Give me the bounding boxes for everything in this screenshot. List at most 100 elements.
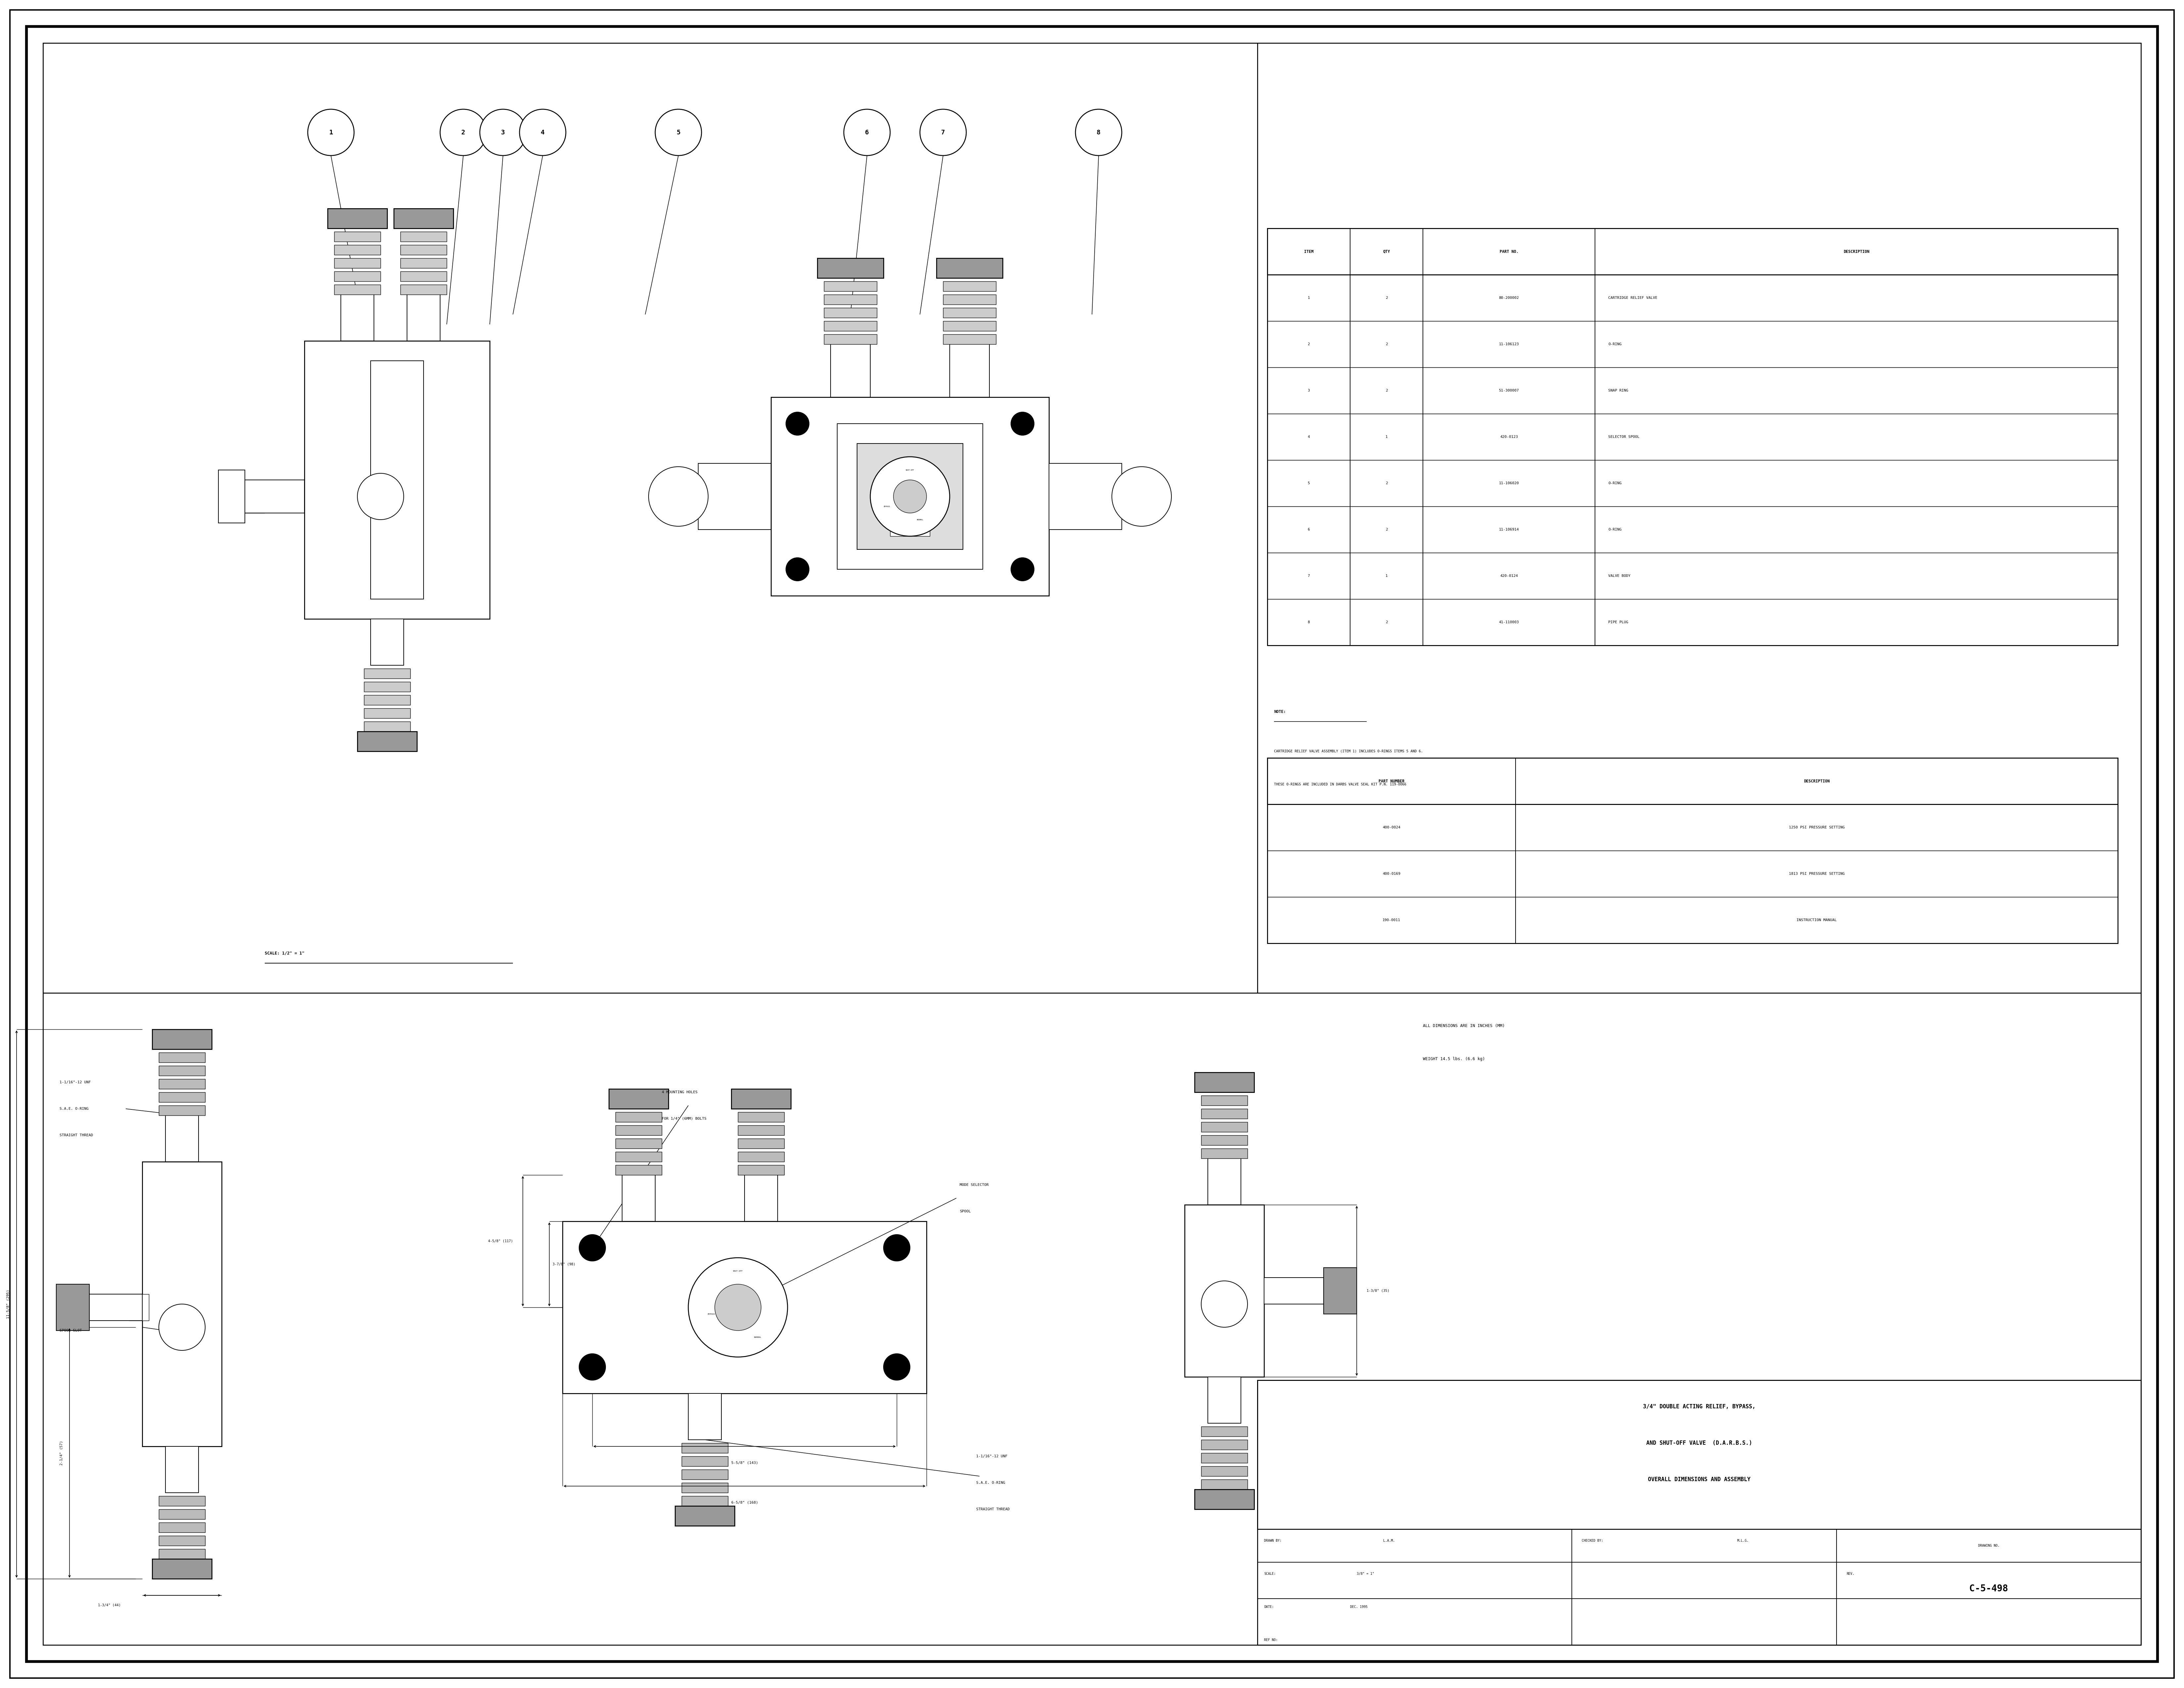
Bar <box>830 344 869 397</box>
Text: THESE O-RINGS ARE INCLUDED IN DARBS VALVE SEAL KIT P.N. 119-0066: THESE O-RINGS ARE INCLUDED IN DARBS VALV… <box>1273 783 1406 787</box>
Text: 51-300007: 51-300007 <box>1498 388 1520 392</box>
Bar <box>1258 1381 2140 1646</box>
Bar <box>1208 1377 1241 1423</box>
Bar <box>129 1295 149 1320</box>
Bar <box>159 1509 205 1519</box>
Bar <box>218 469 245 523</box>
Bar <box>393 209 454 228</box>
Bar <box>159 1106 205 1116</box>
Bar <box>334 285 380 295</box>
Text: DEC. 1995: DEC. 1995 <box>1350 1605 1367 1609</box>
Bar <box>732 1089 791 1109</box>
Bar <box>1201 1479 1247 1489</box>
Bar <box>1267 896 2118 944</box>
Bar <box>334 258 380 268</box>
Text: 11-106020: 11-106020 <box>1498 481 1520 484</box>
Text: M.L.G.: M.L.G. <box>1736 1539 1749 1543</box>
Text: NOTE:: NOTE: <box>1273 709 1286 714</box>
Bar <box>159 1092 205 1102</box>
Bar <box>1208 1158 1241 1205</box>
Text: QTY: QTY <box>1382 250 1389 253</box>
Bar <box>681 1443 727 1453</box>
Text: 4: 4 <box>542 130 544 135</box>
Text: 4: 4 <box>1308 436 1310 439</box>
Text: SELECTOR SPOOL: SELECTOR SPOOL <box>1607 436 1640 439</box>
Bar <box>1258 1381 2140 1529</box>
Text: DATE:: DATE: <box>1265 1605 1273 1609</box>
Bar <box>1184 1205 1265 1377</box>
Text: PART NO.: PART NO. <box>1500 250 1518 253</box>
Text: 11-106123: 11-106123 <box>1498 343 1520 346</box>
Bar <box>616 1151 662 1161</box>
Text: 420-0124: 420-0124 <box>1500 574 1518 577</box>
Text: 1-3/8" (35): 1-3/8" (35) <box>1367 1290 1389 1293</box>
Bar <box>681 1482 727 1492</box>
Bar <box>675 1506 734 1526</box>
Bar <box>304 341 489 619</box>
Text: SNAP RING: SNAP RING <box>1607 388 1629 392</box>
Bar <box>334 272 380 282</box>
Bar <box>1267 461 2118 506</box>
Text: 6: 6 <box>865 130 869 135</box>
Text: PIPE PLUG: PIPE PLUG <box>1607 621 1629 625</box>
Text: 6: 6 <box>1308 528 1310 532</box>
Bar <box>823 295 878 304</box>
Circle shape <box>919 110 965 155</box>
Bar <box>365 682 411 692</box>
Text: 3/4" DOUBLE ACTING RELIEF, BYPASS,: 3/4" DOUBLE ACTING RELIEF, BYPASS, <box>1642 1404 1756 1409</box>
Bar <box>1267 803 2118 851</box>
Bar <box>771 397 1048 596</box>
Text: 1-1/16"-12 UNF: 1-1/16"-12 UNF <box>59 1080 92 1084</box>
Circle shape <box>1075 110 1123 155</box>
Text: 400-0024: 400-0024 <box>1382 825 1400 829</box>
Bar <box>616 1126 662 1136</box>
Bar <box>159 1079 205 1089</box>
Bar <box>341 295 373 341</box>
Bar <box>1267 506 2118 552</box>
Text: 1: 1 <box>1308 295 1310 299</box>
Text: 2: 2 <box>1385 481 1387 484</box>
Bar <box>609 1089 668 1109</box>
Circle shape <box>441 110 487 155</box>
Bar <box>166 1447 199 1492</box>
Text: O-RING: O-RING <box>1607 481 1621 484</box>
Text: 420-0123: 420-0123 <box>1500 436 1518 439</box>
Bar <box>129 1295 149 1320</box>
Text: 1: 1 <box>1385 574 1387 577</box>
Text: CARTRIDGE RELIEF VALVE ASSEMBLY (ITEM 1) INCLUDES O-RINGS ITEMS 5 AND 6.: CARTRIDGE RELIEF VALVE ASSEMBLY (ITEM 1)… <box>1273 749 1424 753</box>
Text: 3: 3 <box>1308 388 1310 392</box>
Bar <box>738 1112 784 1123</box>
Bar <box>1201 1467 1247 1477</box>
Bar <box>142 1161 223 1447</box>
Bar <box>304 341 489 619</box>
Bar <box>937 258 1002 279</box>
Bar <box>1201 1096 1247 1106</box>
Text: FOR 1/4" (6MM) BOLTS: FOR 1/4" (6MM) BOLTS <box>662 1117 705 1121</box>
Bar <box>1267 368 2118 414</box>
Bar <box>688 1393 721 1440</box>
Bar <box>371 361 424 599</box>
Text: 2-1/4" (57): 2-1/4" (57) <box>59 1442 63 1465</box>
Text: VALVE BODY: VALVE BODY <box>1607 574 1631 577</box>
Circle shape <box>655 110 701 155</box>
Circle shape <box>358 473 404 520</box>
Bar <box>681 1470 727 1479</box>
Bar <box>406 295 441 341</box>
Bar <box>823 334 878 344</box>
Circle shape <box>869 457 950 537</box>
Bar <box>1324 1268 1356 1313</box>
Text: 2: 2 <box>1308 343 1310 346</box>
Text: 8: 8 <box>1308 621 1310 625</box>
Text: 2: 2 <box>1385 621 1387 625</box>
Bar <box>616 1112 662 1123</box>
Bar <box>365 721 411 731</box>
Text: 1813 PSI PRESSURE SETTING: 1813 PSI PRESSURE SETTING <box>1789 873 1845 876</box>
Circle shape <box>714 1285 760 1330</box>
Bar <box>400 272 448 282</box>
Bar <box>1201 1109 1247 1119</box>
Text: 8: 8 <box>1096 130 1101 135</box>
Text: O-RING: O-RING <box>1607 343 1621 346</box>
Circle shape <box>1011 412 1033 436</box>
Text: 190-0011: 190-0011 <box>1382 918 1400 922</box>
Bar <box>1267 228 2118 275</box>
